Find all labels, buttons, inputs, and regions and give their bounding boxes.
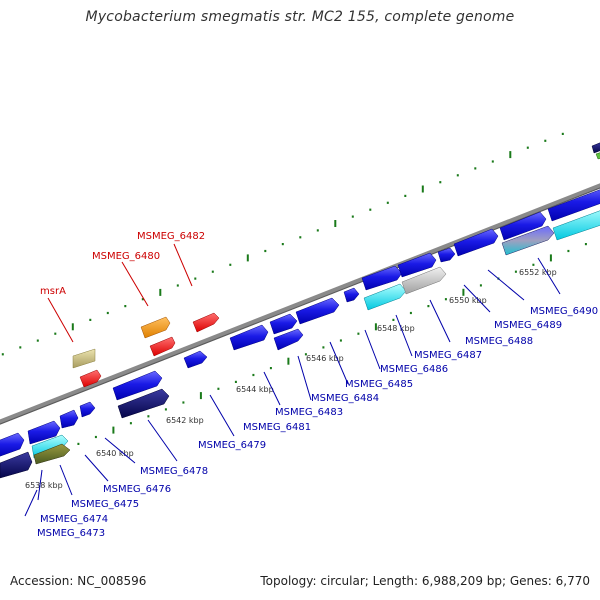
gene-features bbox=[0, 142, 600, 479]
gene-label[interactable]: MSMEG_6476 bbox=[103, 484, 171, 495]
accession-text: Accession: NC_008596 bbox=[10, 574, 147, 588]
gene-blue[interactable] bbox=[112, 370, 163, 401]
gene-label[interactable]: MSMEG_6480 bbox=[92, 251, 160, 262]
gene-navy[interactable] bbox=[591, 142, 600, 154]
gene-blue[interactable] bbox=[499, 211, 547, 241]
gene-blue[interactable] bbox=[79, 401, 96, 418]
gene-label[interactable]: MSMEG_6481 bbox=[243, 422, 311, 433]
gene-label[interactable]: MSMEG_6475 bbox=[71, 499, 139, 510]
gene-blue[interactable] bbox=[27, 420, 61, 445]
kbp-labels: 6538 kbp 6540 kbp 6542 kbp 6544 kbp 6546… bbox=[25, 268, 557, 490]
gene-label[interactable]: MSMEG_6485 bbox=[345, 379, 413, 390]
gene-label[interactable]: MSMEG_6488 bbox=[465, 336, 533, 347]
map-title: Mycobacterium smegmatis str. MC2 155, co… bbox=[85, 9, 515, 25]
gene-label[interactable]: MSMEG_6489 bbox=[494, 320, 562, 331]
gene-blue[interactable] bbox=[343, 287, 360, 303]
gene-cyan[interactable] bbox=[552, 207, 600, 241]
label-leaders bbox=[24, 243, 561, 517]
gene-msmeg-6480-red[interactable] bbox=[149, 336, 176, 357]
genome-backbone-shade bbox=[0, 187, 600, 425]
gene-blue[interactable] bbox=[273, 328, 304, 351]
kbp-label: 6544 kbp bbox=[236, 385, 274, 394]
gene-navy[interactable] bbox=[117, 388, 170, 419]
gene-mixed[interactable] bbox=[501, 225, 555, 256]
gene-blue[interactable] bbox=[397, 252, 437, 278]
gene-label[interactable]: MSMEG_6474 bbox=[40, 514, 108, 525]
genome-summary-text: Topology: circular; Length: 6,988,209 bp… bbox=[260, 574, 590, 588]
gene-labels-above: msrA MSMEG_6480 MSMEG_6482 bbox=[40, 231, 205, 297]
gene-blue[interactable] bbox=[361, 265, 403, 291]
gene-label[interactable]: MSMEG_6484 bbox=[311, 393, 379, 404]
gene-label[interactable]: MSMEG_6482 bbox=[137, 231, 205, 242]
genome-backbone bbox=[0, 183, 600, 425]
lower-tick-track bbox=[24, 243, 587, 468]
gene-navy[interactable] bbox=[0, 451, 33, 479]
gene-label[interactable]: MSMEG_6483 bbox=[275, 407, 343, 418]
kbp-label: 6540 kbp bbox=[96, 449, 134, 458]
kbp-label: 6550 kbp bbox=[449, 296, 487, 305]
gene-label[interactable]: MSMEG_6479 bbox=[198, 440, 266, 451]
gene-cyan[interactable] bbox=[363, 283, 407, 311]
gene-gray[interactable] bbox=[401, 266, 447, 295]
gene-olive-dark[interactable] bbox=[33, 443, 71, 465]
gene-label[interactable]: MSMEG_6487 bbox=[414, 350, 482, 361]
gene-label[interactable]: MSMEG_6486 bbox=[380, 364, 448, 375]
gene-msrA-red[interactable] bbox=[79, 369, 102, 388]
gene-msmeg-6482[interactable] bbox=[192, 312, 220, 333]
gene-label[interactable]: MSMEG_6473 bbox=[37, 528, 105, 539]
gene-blue[interactable] bbox=[295, 297, 340, 325]
gene-blue[interactable] bbox=[229, 324, 269, 351]
gene-label[interactable]: msrA bbox=[40, 286, 66, 297]
gene-labels-below: MSMEG_6473 MSMEG_6474 MSMEG_6475 MSMEG_6… bbox=[37, 306, 598, 539]
gene-green[interactable] bbox=[595, 152, 600, 160]
gene-label[interactable]: MSMEG_6478 bbox=[140, 466, 208, 477]
gene-blue[interactable] bbox=[437, 247, 456, 263]
upper-tick-track bbox=[1, 132, 564, 356]
gene-blue[interactable] bbox=[183, 350, 208, 369]
kbp-label: 6546 kbp bbox=[306, 354, 344, 363]
gene-label[interactable]: MSMEG_6490 bbox=[530, 306, 598, 317]
gene-blue[interactable] bbox=[453, 228, 499, 257]
gene-blue[interactable] bbox=[547, 186, 600, 222]
gene-blue[interactable] bbox=[269, 313, 298, 335]
gene-msra[interactable] bbox=[72, 348, 96, 369]
gene-blue[interactable] bbox=[59, 409, 79, 429]
gene-msmeg-6480[interactable] bbox=[140, 316, 171, 339]
kbp-label: 6538 kbp bbox=[25, 481, 63, 490]
kbp-label: 6542 kbp bbox=[166, 416, 204, 425]
kbp-label: 6552 kbp bbox=[519, 268, 557, 277]
gene-blue[interactable] bbox=[0, 432, 25, 458]
kbp-label: 6548 kbp bbox=[377, 324, 415, 333]
